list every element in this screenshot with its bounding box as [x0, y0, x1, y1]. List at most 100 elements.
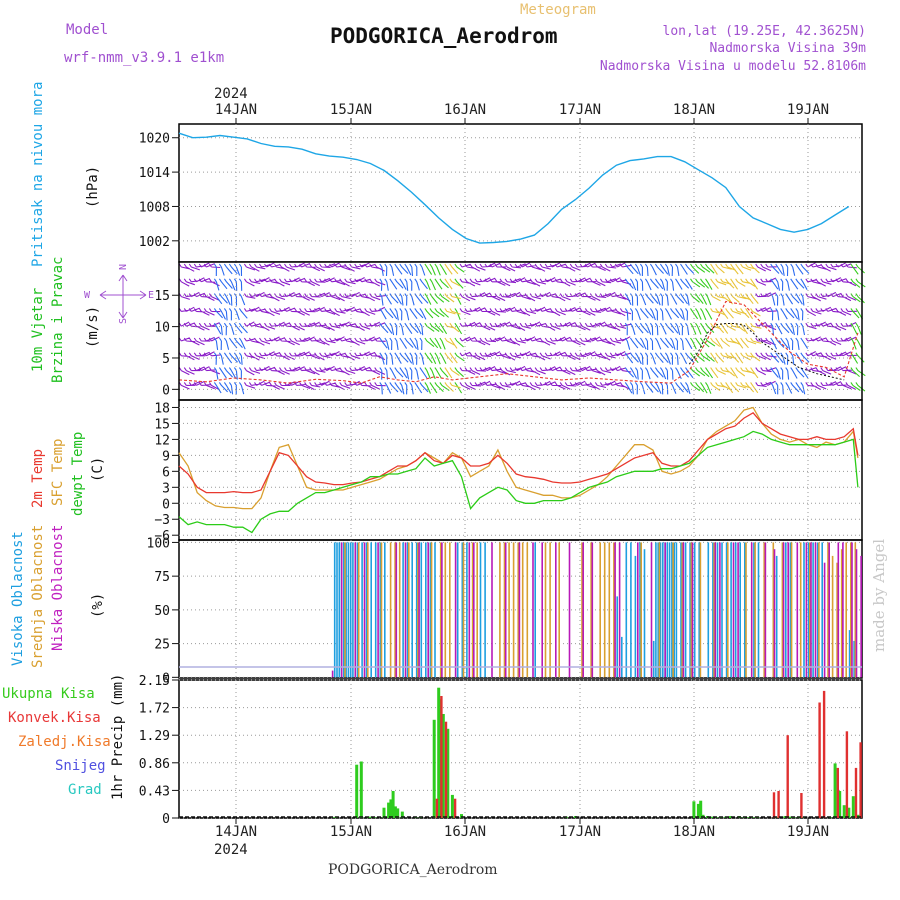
precip-legend-item-1: Konvek.Kisa	[8, 710, 101, 726]
cloud-bar-0-53	[707, 542, 710, 678]
precip-total-bar-21	[441, 714, 445, 818]
cloud-bar-2-4	[377, 542, 379, 678]
cloud-bar-1-3	[380, 542, 383, 678]
bottom-day-0: 14JAN	[215, 824, 257, 840]
cloud-bar-1-41	[754, 542, 756, 678]
cloud-bar-1-50	[831, 555, 834, 678]
cloud-bar-2-28	[691, 542, 694, 678]
cloud-bar-0-25	[461, 542, 464, 678]
cloud-ytick-0: 100	[147, 536, 170, 551]
bottom-day-2: 16JAN	[444, 824, 486, 840]
cloud-ytick-3: 25	[154, 638, 170, 653]
cloud-bar-0-2	[338, 542, 341, 678]
precip-total-bar-14	[396, 808, 400, 818]
cloud-bar-0-54	[712, 542, 714, 678]
bottom-day-labels: 14JAN 15JAN 16JAN 17JAN 18JAN 19JAN	[215, 818, 829, 840]
cloud-bar-0-19	[415, 542, 418, 678]
precip-total-bar-2	[355, 764, 359, 818]
cloud-bar-0-61	[744, 542, 746, 678]
cloud-bar-0-6	[347, 542, 350, 678]
precip-total-bar-53	[842, 805, 846, 818]
temp-title-sfc: SFC Temp	[50, 439, 66, 506]
cloud-bar-1-44	[781, 542, 784, 678]
precip-ytick-1: 1.72	[139, 702, 170, 717]
precip-legend-item-2: Zaledj.Kisa	[18, 734, 111, 750]
precip-total-bar-23	[450, 794, 454, 818]
cloud-bar-1-0	[344, 542, 346, 678]
station-title: PODGORICA_Aerodrom	[330, 24, 558, 48]
cloud-bar-0-56	[721, 542, 723, 678]
cloud-bar-2-12	[473, 542, 475, 678]
cloud-bar-0-28	[484, 542, 486, 678]
cloud-bar-2-25	[650, 542, 653, 678]
cloud-bar-1-12	[449, 542, 451, 678]
precip-total-bar-19	[437, 687, 441, 818]
temp-ytick-3: 9	[162, 449, 170, 464]
cloud-bar-2-7	[418, 542, 420, 678]
cloud-bar-0-35	[639, 542, 641, 678]
cloud-bar-1-15	[476, 542, 478, 678]
cloud-bars	[331, 542, 862, 678]
cloud-bar-2-16	[532, 542, 534, 678]
precip-total-bar-22	[446, 728, 450, 818]
cloud-bar-0-21	[425, 542, 427, 678]
cloud-bar-0-36	[643, 549, 646, 678]
cloud-bar-1-39	[727, 542, 729, 678]
wind-ytick-2: 5	[162, 352, 170, 367]
cloud-bar-2-43	[828, 542, 830, 678]
cloud-bar-2-19	[568, 542, 571, 678]
watermark: made by Angel	[870, 539, 888, 652]
cloud-bar-0-11	[365, 542, 368, 678]
pressure-grid	[179, 124, 862, 262]
cloud-bar-2-18	[555, 542, 557, 678]
cloud-bar-0-63	[757, 542, 760, 678]
precip-unit: 1hr Precip (mm)	[110, 674, 126, 800]
precip-legend-item-3: Snijeg	[55, 758, 106, 774]
cloud-bar-1-23	[544, 542, 547, 678]
cloud-bar-0-70	[816, 542, 819, 678]
cloud-bar-2-24	[637, 542, 639, 678]
temperature-grid	[179, 400, 862, 540]
wind-title-2: Brzina i Pravac	[50, 257, 66, 383]
cloud-bar-2-13	[491, 542, 493, 678]
cloud-bar-1-40	[745, 542, 747, 678]
cloud-bar-2-27	[682, 542, 685, 678]
cloud-bar-0-10	[361, 542, 363, 678]
precip-conv-bar-0	[435, 798, 439, 818]
cloud-bar-2-40	[810, 542, 812, 678]
precip-conv-bar-8	[818, 702, 821, 818]
cloud-bar-2-5	[395, 542, 398, 678]
cloud-bar-1-14	[471, 542, 474, 678]
precip-total-bar-45	[788, 816, 792, 818]
cloud-bar-2-38	[796, 542, 799, 678]
cloud-title-low: Niska Oblacnost	[50, 525, 66, 651]
cloud-bar-2-41	[814, 542, 817, 678]
cloud-bar-0-55	[716, 542, 719, 678]
cloud-bar-1-4	[389, 542, 392, 678]
pressure-ytick-3: 1002	[139, 235, 170, 250]
precip-conv-bar-11	[845, 731, 849, 818]
cloud-bar-2-29	[714, 542, 717, 678]
cloud-bar-1-45	[790, 542, 793, 678]
cloud-bar-1-20	[517, 542, 519, 678]
precip-grid	[179, 679, 862, 819]
cloud-bar-1-6	[398, 542, 401, 678]
precip-total-bar-12	[391, 791, 395, 818]
precip-total-bar-15	[400, 811, 404, 818]
cloud-bar-0-29	[534, 542, 536, 678]
cloud-bar-1-36	[690, 542, 693, 678]
cloud-bar-1-22	[526, 542, 529, 678]
cloud-bar-0-18	[411, 542, 413, 678]
cloud-bar-2-44	[837, 542, 840, 678]
cloud-bar-0-9	[356, 542, 359, 678]
cloud-bar-1-21	[521, 542, 524, 678]
cloud-grid	[179, 540, 862, 678]
cloud-bar-0-26	[466, 542, 468, 678]
cloud-bar-0-43	[666, 542, 669, 678]
cloud-bar-1-38	[713, 542, 715, 678]
cloud-bar-0-45	[671, 542, 673, 678]
cloud-bar-0-38	[655, 542, 657, 678]
